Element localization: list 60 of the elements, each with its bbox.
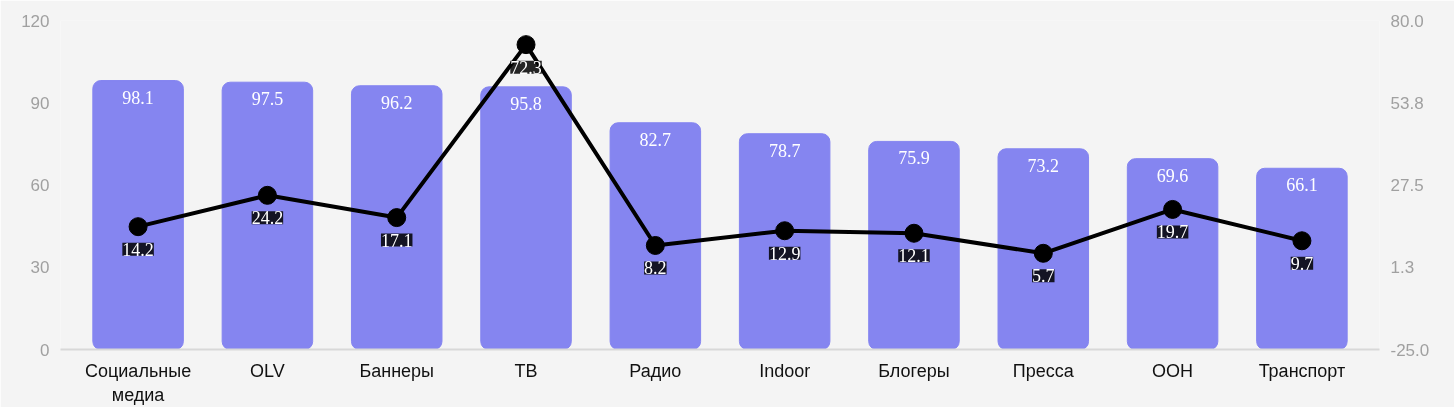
x-tick-label: OOH — [1152, 360, 1194, 381]
bar — [480, 86, 572, 350]
y-tick-label: 120 — [21, 11, 50, 31]
y2-tick-label: -25.0 — [1390, 340, 1430, 360]
bar — [997, 148, 1090, 350]
data-label: 24.2 — [251, 208, 284, 229]
y2-tick-label: 1.3 — [1390, 258, 1415, 278]
x-tick-label: Социальные медиа — [85, 360, 192, 405]
data-label: 75.9 — [898, 148, 930, 169]
point — [1163, 199, 1183, 219]
data-label: 8.2 — [644, 258, 667, 279]
bar — [92, 80, 184, 350]
data-label: 5.7 — [1032, 266, 1055, 287]
x-tick-label: ТВ — [514, 360, 538, 381]
y-tick-label: 60 — [30, 176, 50, 195]
data-label: 95.8 — [510, 93, 542, 114]
data-label: 97.5 — [251, 89, 284, 110]
data-label: 12.9 — [768, 243, 801, 264]
data-label: 14.2 — [122, 239, 154, 260]
y-tick-label: 0 — [40, 340, 50, 360]
bar — [609, 122, 702, 350]
point — [645, 235, 665, 255]
data-label: 9.7 — [1290, 253, 1314, 274]
x-tick-label: Indoor — [759, 360, 811, 381]
data-label: 72.3 — [510, 57, 542, 78]
x-tick-label: Баннеры — [359, 360, 435, 381]
data-label: 12.1 — [898, 246, 930, 267]
bar — [868, 140, 960, 350]
data-label: 69.6 — [1156, 165, 1189, 186]
bar — [738, 133, 831, 350]
data-label: 17.1 — [380, 230, 413, 251]
data-label: 96.2 — [380, 92, 413, 113]
x-tick-label: OLV — [250, 360, 285, 381]
point — [516, 35, 536, 55]
x-tick-label: Транспорт — [1258, 360, 1346, 381]
point — [1033, 243, 1053, 263]
y2-tick-label: 80.0 — [1390, 11, 1424, 31]
point — [775, 221, 795, 241]
data-label: 98.1 — [122, 87, 154, 108]
point — [904, 223, 924, 243]
data-label: 82.7 — [639, 129, 672, 150]
point — [257, 185, 277, 205]
y-tick-label: 30 — [30, 258, 50, 278]
data-label: 66.1 — [1286, 175, 1318, 196]
y2-tick-label: 27.5 — [1390, 176, 1424, 195]
bar — [1256, 167, 1348, 350]
point — [387, 208, 407, 228]
data-label: 19.7 — [1156, 222, 1189, 243]
point — [128, 217, 148, 237]
x-tick-label: Радио — [629, 360, 682, 381]
bar — [1126, 158, 1219, 350]
bar — [350, 85, 443, 350]
x-tick-label: Пресса — [1012, 360, 1075, 381]
bar — [221, 81, 314, 350]
point — [1292, 231, 1312, 251]
data-label: 78.7 — [768, 140, 801, 161]
data-label: 73.2 — [1027, 155, 1060, 176]
y-tick-label: 90 — [30, 93, 50, 113]
y2-tick-label: 53.8 — [1390, 93, 1424, 113]
x-tick-label: Блогеры — [878, 360, 950, 381]
